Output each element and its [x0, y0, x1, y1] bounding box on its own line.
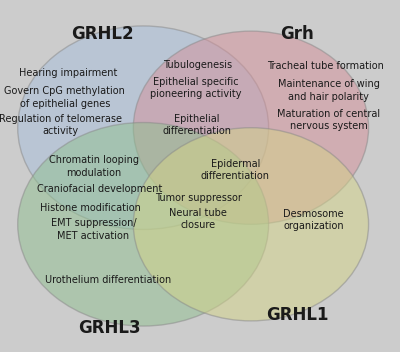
Text: EMT suppression/
MET activation: EMT suppression/ MET activation	[50, 218, 136, 241]
Text: GRHL3: GRHL3	[78, 319, 141, 337]
Ellipse shape	[18, 122, 269, 326]
Ellipse shape	[133, 31, 368, 224]
Text: Tumor suppressor: Tumor suppressor	[155, 193, 242, 203]
Text: Epithelial
differentiation: Epithelial differentiation	[162, 114, 231, 136]
Text: Maturation of central
nervous system: Maturation of central nervous system	[277, 109, 380, 131]
Text: Hearing impairment: Hearing impairment	[20, 68, 118, 77]
Text: Chromatin looping
modulation: Chromatin looping modulation	[49, 155, 139, 177]
Text: GRHL2: GRHL2	[71, 25, 133, 43]
Text: Epidermal
differentiation: Epidermal differentiation	[201, 159, 270, 181]
Ellipse shape	[18, 26, 269, 230]
Text: Craniofacial development: Craniofacial development	[37, 184, 163, 194]
Text: Epithelial specific
pioneering activity: Epithelial specific pioneering activity	[150, 77, 242, 99]
Text: Maintenance of wing
and hair polarity: Maintenance of wing and hair polarity	[278, 79, 380, 102]
Text: Grh: Grh	[280, 25, 314, 43]
Text: Histone modification: Histone modification	[40, 203, 141, 213]
Text: Desmosome
organization: Desmosome organization	[283, 209, 344, 231]
Text: Neural tube
closure: Neural tube closure	[169, 208, 227, 230]
Text: Govern CpG methylation
of epithelial genes: Govern CpG methylation of epithelial gen…	[4, 86, 125, 108]
Text: Urothelium differentiation: Urothelium differentiation	[45, 275, 171, 285]
Text: Tubulogenesis: Tubulogenesis	[164, 60, 233, 70]
Text: Tracheal tube formation: Tracheal tube formation	[267, 61, 384, 71]
Ellipse shape	[133, 128, 368, 321]
Text: Regulation of telomerase
activity: Regulation of telomerase activity	[0, 114, 122, 136]
Text: GRHL1: GRHL1	[266, 306, 328, 324]
